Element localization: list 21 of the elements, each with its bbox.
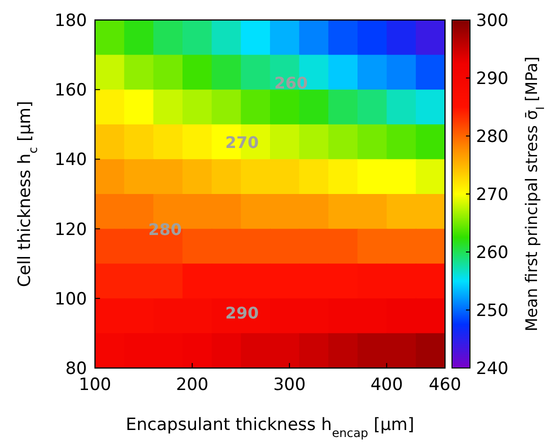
color-bar-label: 300: [476, 11, 508, 31]
color-bar-label: 240: [476, 359, 508, 379]
x-tick-label: 460: [428, 375, 462, 395]
x-tick-label: 200: [176, 375, 208, 395]
color-bar-label: 280: [476, 127, 508, 147]
annotation: 270: [225, 132, 259, 152]
color-bar-label: 260: [476, 243, 508, 263]
y-tick-label: 180: [54, 11, 87, 31]
annotation: 290: [225, 303, 259, 322]
color-bar-label: 250: [476, 301, 508, 321]
y-tick-label: 120: [54, 220, 87, 240]
y-tick-label: 100: [54, 289, 87, 310]
y-tick-label: 140: [54, 150, 87, 170]
y-tick-label: 160: [54, 80, 87, 101]
x-tick-label: 300: [273, 375, 306, 395]
x-tick-label: 400: [370, 375, 403, 395]
color-bar-label: 270: [476, 185, 508, 205]
annotation: 280: [148, 220, 182, 239]
x-axis-title: Encapsulant thickness h$_{encap}$ [μm]: [126, 415, 414, 440]
color-bar-label: 290: [476, 69, 508, 89]
annotation: 260: [274, 74, 308, 93]
